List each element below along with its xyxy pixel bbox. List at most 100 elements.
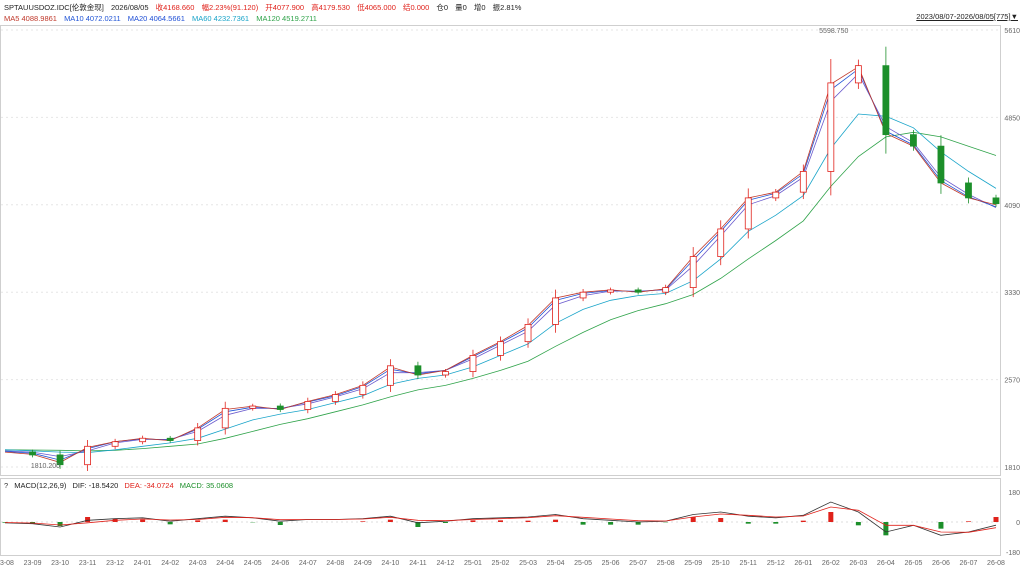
macd-value: MACD: 35.0608	[179, 481, 234, 490]
x-tick-label: 25-05	[574, 560, 592, 567]
candle-body	[717, 228, 725, 257]
candle-body	[111, 441, 119, 447]
macd-tick-label: 180	[1008, 490, 1020, 497]
x-tick-label: 25-12	[767, 560, 785, 567]
x-tick-label: 24-11	[409, 560, 426, 567]
series-line-ma20	[4, 73, 997, 458]
x-tick-label: 26-06	[932, 560, 950, 567]
close-value: 收4168.660	[155, 3, 195, 12]
price-tick-label: 4850	[1004, 115, 1020, 122]
candle-body	[276, 405, 284, 410]
candle-body	[84, 445, 91, 466]
macd-panel	[1, 501, 1000, 536]
x-tick-label: 25-11	[740, 560, 757, 567]
x-tick-label: 25-09	[684, 560, 702, 567]
high-annotation: 5598.750	[819, 28, 848, 35]
dif-value: DIF: -18.5420	[72, 481, 119, 490]
candle-body	[910, 134, 917, 147]
x-tick-label: 25-03	[519, 560, 537, 567]
candle-body	[249, 405, 257, 409]
x-tick-label: 26-04	[877, 560, 895, 567]
ma-legend: MA5 4088.9861 MA10 4072.0211 MA20 4064.5…	[4, 14, 322, 24]
candle-body	[744, 197, 752, 230]
candle-body	[139, 437, 147, 443]
candle-body	[799, 171, 807, 193]
price-panel-border	[0, 25, 1001, 476]
x-tick-label: 26-01	[794, 560, 812, 567]
candle-body	[882, 65, 890, 136]
increase-value: 增0	[473, 3, 486, 12]
x-tick-label: 24-12	[436, 560, 454, 567]
x-tick-label: 23-10	[51, 560, 69, 567]
candle-body	[442, 371, 449, 376]
date-range-selector[interactable]: 2023/08/07-2026/08/05[775]▼	[916, 12, 1018, 21]
price-tick-label: 2570	[1004, 378, 1020, 385]
candle-body	[166, 437, 174, 441]
dea-line	[4, 506, 997, 533]
candle-body	[937, 145, 945, 184]
candle-body	[29, 451, 36, 456]
dif-line	[4, 501, 997, 536]
candle-body	[386, 365, 394, 386]
x-tick-label: 26-05	[904, 560, 922, 567]
candle-body	[772, 191, 780, 199]
help-icon[interactable]: ?	[4, 481, 9, 490]
candle-body	[965, 182, 972, 199]
candle-body	[56, 454, 64, 466]
macd-name: MACD(12,26,9)	[14, 481, 67, 490]
price-tick-label: 1810	[1004, 465, 1020, 472]
candle-body	[331, 394, 339, 402]
x-tick-label: 26-08	[987, 560, 1005, 567]
candle-body	[304, 401, 312, 410]
x-tick-label: 25-04	[547, 560, 565, 567]
settle-value: 结0.000	[402, 3, 430, 12]
price-tick-label: 3330	[1004, 290, 1020, 297]
candle-body	[359, 384, 367, 395]
macd-tick-label: -180	[1006, 550, 1020, 557]
x-tick-label: 24-07	[299, 560, 317, 567]
symbol-label[interactable]: SPTAUUSDOZ.IDC[伦敦金现]	[4, 3, 104, 12]
macd-tick-label: 0	[1016, 520, 1020, 527]
ma120-legend: MA120 4519.2711	[256, 14, 317, 23]
candle-body	[689, 256, 697, 288]
macd-legend: ? MACD(12,26,9) DIF: -18.5420 DEA: -34.0…	[4, 481, 237, 490]
candle-body	[854, 65, 862, 84]
chart-frame	[0, 25, 1001, 556]
date-label: 2026/08/05	[110, 3, 149, 12]
dea-value: DEA: -34.0724	[124, 481, 174, 490]
swing-value: 振2.81%	[492, 3, 522, 12]
candle-body	[469, 355, 477, 372]
candle-body	[827, 82, 835, 172]
low-annotation: 1810.200	[31, 463, 60, 470]
candle-body	[524, 323, 532, 343]
x-tick-label: 24-08	[326, 560, 344, 567]
ma20-legend: MA20 4064.5661	[127, 14, 185, 23]
x-tick-label: 26-02	[822, 560, 840, 567]
ma-lines	[4, 66, 997, 463]
series-line-ma60	[4, 113, 997, 454]
change-value: 幅2.23%(91.120)	[201, 3, 259, 12]
price-tick-label: 5610	[1004, 28, 1020, 35]
x-tick-label: 24-02	[161, 560, 179, 567]
x-tick-label: 25-07	[629, 560, 647, 567]
candle-body	[992, 197, 1000, 205]
x-tick-label: 23-11	[79, 560, 96, 567]
price-tick-label: 4090	[1004, 203, 1020, 210]
x-tick-label: 25-10	[712, 560, 730, 567]
x-tick-label: 24-10	[381, 560, 399, 567]
x-tick-label: 25-02	[492, 560, 510, 567]
high-value: 高4179.530	[311, 3, 350, 12]
candle-body	[414, 365, 422, 376]
date-range-label: 2023/08/07-2026/08/05[775]	[916, 12, 1011, 21]
quote-header: SPTAUUSDOZ.IDC[伦敦金现] 2026/08/05 收4168.66…	[4, 3, 526, 13]
ma10-legend: MA10 4072.0211	[64, 14, 121, 23]
chevron-down-icon: ▼	[1010, 12, 1018, 21]
ma5-legend: MA5 4088.9861	[4, 14, 57, 23]
candle-body	[552, 297, 559, 325]
series-line-ma5	[4, 66, 997, 463]
candle-body	[579, 291, 587, 299]
candle-body	[634, 289, 642, 293]
candle-body	[607, 289, 615, 293]
low-value: 低4065.000	[357, 3, 396, 12]
